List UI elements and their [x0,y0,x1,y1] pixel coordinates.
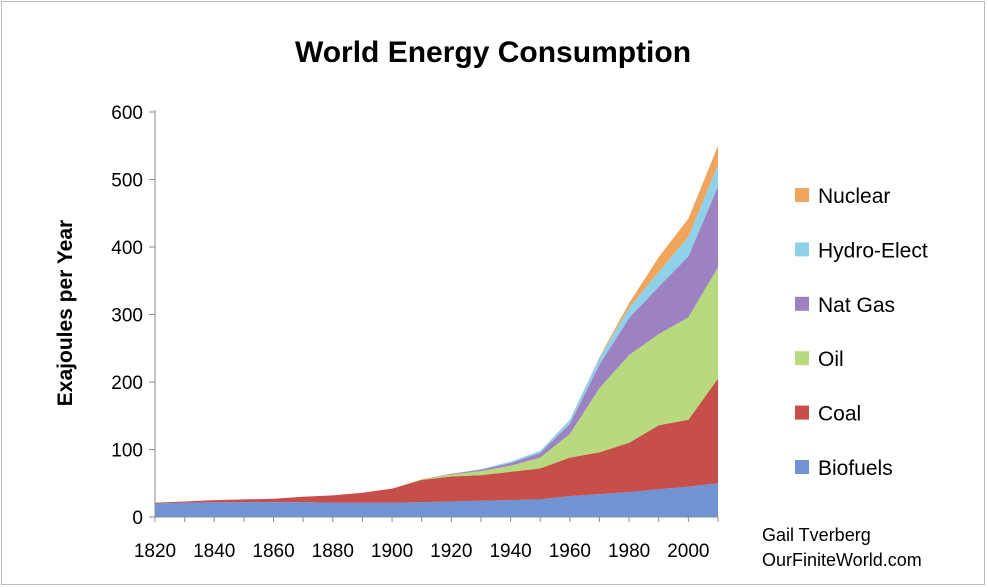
x-tick-label: 2000 [667,541,709,562]
x-tick-label: 1840 [193,541,235,562]
legend-swatch [795,242,809,257]
x-tick-labels: 1820 1840 1860 1880 1900 1920 1940 1960 1980 2000 [134,517,719,562]
area-series-group [155,145,718,517]
y-tick-label: 200 [111,373,143,394]
legend-label: Nat Gas [818,294,895,317]
area-coal [155,378,718,504]
chart-title: World Energy Consumption [295,36,691,69]
x-tick-label: 1860 [252,541,294,562]
legend-label: Biofuels [818,457,893,480]
area-oil [155,267,718,503]
y-tick-label: 300 [111,306,143,327]
legend-label: Hydro-Elect [818,239,928,262]
y-tick-label: 0 [132,508,143,529]
legend-swatch [795,188,809,202]
x-tick-label: 1980 [608,541,650,562]
credit-author: Gail Tverberg [762,525,871,545]
legend-swatch [795,460,809,474]
x-tick-label: 1900 [371,541,413,562]
y-tick-label: 100 [111,441,143,462]
y-tick-labels: 0 100 200 300 400 500 600 [111,103,155,529]
y-tick-label: 500 [111,171,143,192]
legend-swatch [795,351,809,366]
x-tick-label: 1880 [312,541,354,562]
area-biofuels [155,483,718,517]
legend-swatch [795,296,809,311]
legend-label: Nuclear [818,185,890,208]
legend-label: Oil [818,348,844,371]
y-tick-label: 600 [111,103,143,124]
x-tick-label: 1940 [489,541,531,562]
x-tick-label: 1920 [430,541,472,562]
x-tick-label: 1960 [549,541,591,562]
y-tick-label: 400 [111,238,143,259]
legend-swatch [795,405,809,420]
y-axis-label: Exajoules per Year [54,220,77,406]
credit-site: OurFiniteWorld.com [762,550,922,570]
x-tick-label: 1820 [134,541,176,562]
legend: Nuclear Hydro-Elect Nat Gas Oil Coal Biofuels [795,185,928,480]
legend-label: Coal [818,403,861,426]
